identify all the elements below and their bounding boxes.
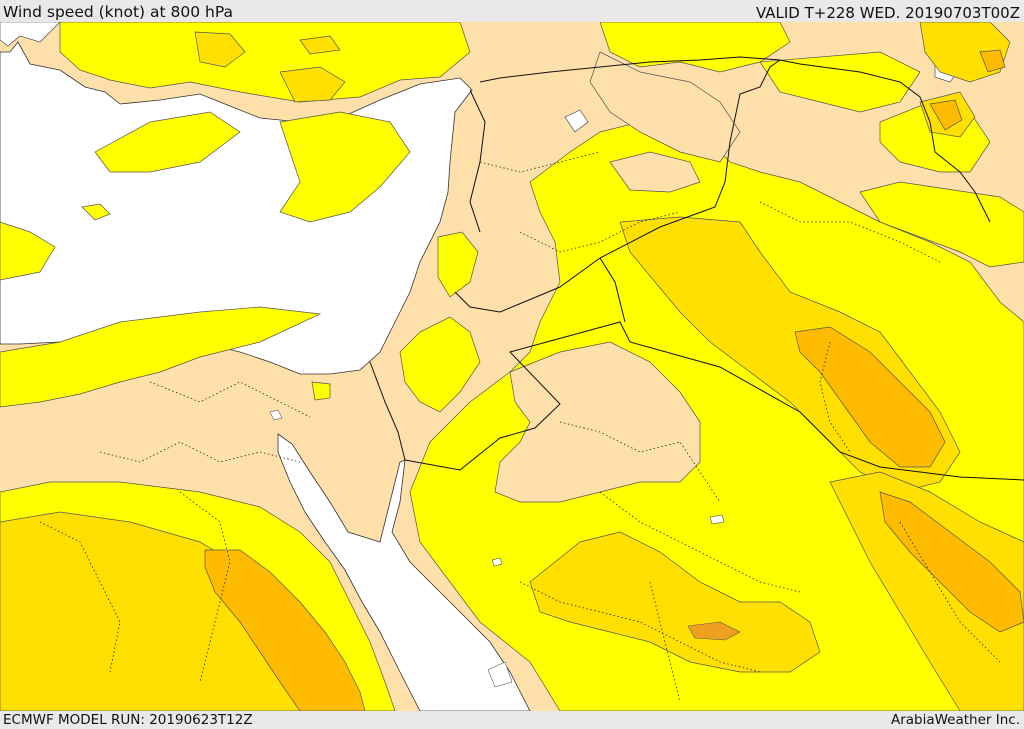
country-borders: [369, 56, 1024, 481]
title-bar: Wind speed (knot) at 800 hPa VALID T+228…: [0, 0, 1024, 22]
map-title: Wind speed (knot) at 800 hPa: [3, 3, 234, 21]
wind-band-higher: [204, 49, 1024, 711]
map-area: [0, 22, 1024, 711]
wind-speed-map: [0, 22, 1024, 711]
wind-band-low-patches: [494, 51, 741, 503]
footer-bar: ECMWF MODEL RUN: 20190623T12Z ArabiaWeat…: [0, 711, 1024, 729]
wind-band-peak: [687, 621, 741, 641]
valid-time: VALID T+228 WED. 20190703T00Z: [755, 4, 1020, 22]
red-sea: [277, 433, 531, 711]
lake-north: [564, 109, 589, 133]
admin-borders: [39, 151, 1001, 703]
provider-credit: ArabiaWeather Inc.: [890, 712, 1020, 728]
aegean-islands: [0, 22, 61, 47]
model-run: ECMWF MODEL RUN: 20190623T12Z: [3, 712, 253, 728]
islands: [269, 409, 725, 688]
